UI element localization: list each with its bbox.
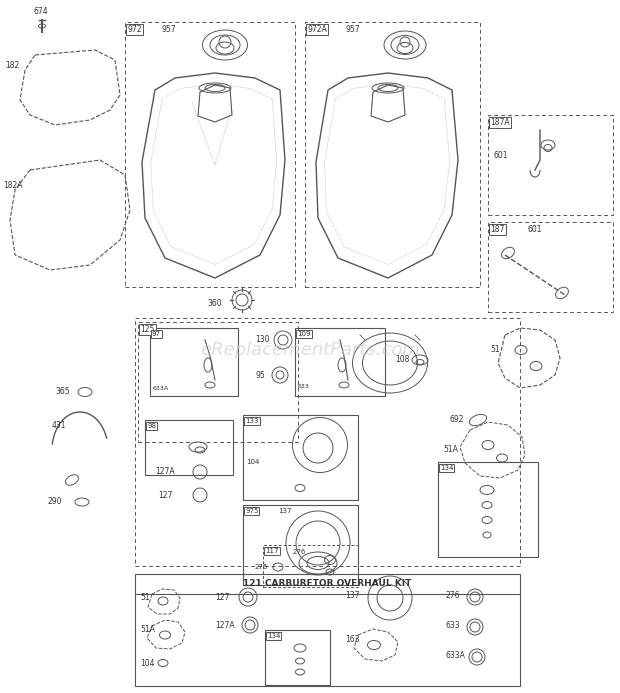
Text: 137: 137 — [345, 590, 360, 599]
Text: 276: 276 — [293, 549, 306, 555]
Text: 51: 51 — [490, 346, 500, 355]
Text: 127: 127 — [215, 593, 229, 602]
Text: 127A: 127A — [215, 620, 234, 629]
Circle shape — [377, 585, 403, 611]
Circle shape — [296, 521, 340, 565]
Bar — [263, 545, 358, 587]
Text: 692: 692 — [450, 416, 464, 425]
Bar — [138, 322, 298, 442]
Text: 674: 674 — [33, 8, 48, 17]
Text: 108: 108 — [395, 356, 409, 365]
Text: 163: 163 — [345, 635, 360, 644]
Bar — [243, 415, 358, 500]
Circle shape — [278, 335, 288, 345]
Text: 127: 127 — [158, 491, 172, 500]
Text: 182A: 182A — [3, 180, 22, 189]
Text: 957: 957 — [345, 26, 360, 35]
Bar — [488, 222, 613, 312]
Bar — [135, 318, 520, 566]
Text: 51A: 51A — [443, 446, 458, 455]
Bar — [305, 22, 480, 287]
Text: 117: 117 — [265, 548, 278, 554]
Circle shape — [470, 622, 480, 632]
Text: 276: 276 — [255, 564, 268, 570]
Text: 431: 431 — [52, 421, 66, 430]
Text: 276: 276 — [445, 590, 459, 599]
Text: 290: 290 — [48, 498, 63, 507]
Text: 633: 633 — [298, 385, 310, 389]
Circle shape — [245, 620, 255, 630]
Text: 125: 125 — [140, 325, 154, 334]
Text: 127A: 127A — [155, 468, 175, 477]
Text: 98: 98 — [147, 423, 156, 429]
Text: 182: 182 — [5, 60, 19, 69]
Bar — [438, 462, 538, 557]
Text: 137: 137 — [278, 508, 291, 514]
Bar — [135, 574, 520, 686]
Circle shape — [472, 652, 482, 662]
Bar — [295, 328, 385, 396]
Text: 365: 365 — [55, 387, 69, 396]
Circle shape — [276, 371, 284, 379]
Text: 601: 601 — [493, 150, 508, 159]
Circle shape — [236, 294, 248, 306]
Text: 133: 133 — [245, 418, 259, 424]
Text: 633A: 633A — [153, 385, 169, 390]
Text: 134: 134 — [267, 633, 280, 639]
Text: 633: 633 — [445, 620, 459, 629]
Text: 633A: 633A — [445, 651, 465, 660]
Text: 51: 51 — [140, 593, 149, 602]
Text: 601: 601 — [527, 225, 541, 234]
Bar — [243, 505, 358, 585]
Bar — [150, 328, 238, 396]
Text: 109: 109 — [297, 331, 311, 337]
Bar — [488, 115, 613, 215]
Text: 134: 134 — [440, 465, 453, 471]
Text: 104: 104 — [246, 459, 259, 465]
Circle shape — [243, 592, 253, 602]
Circle shape — [470, 592, 480, 602]
Text: 104: 104 — [140, 658, 154, 667]
Text: 360: 360 — [207, 299, 221, 308]
Text: eReplacementParts.com: eReplacementParts.com — [200, 341, 420, 359]
Text: 95: 95 — [256, 371, 266, 380]
Text: 130: 130 — [255, 335, 270, 344]
Text: 187: 187 — [490, 225, 505, 234]
Text: 957: 957 — [162, 26, 177, 35]
Text: 975: 975 — [245, 508, 259, 514]
Text: 187A: 187A — [490, 118, 510, 127]
Bar — [265, 630, 330, 685]
Text: 121 CARBURETOR OVERHAUL KIT: 121 CARBURETOR OVERHAUL KIT — [243, 579, 412, 588]
Text: 51A: 51A — [140, 626, 155, 635]
Text: 97: 97 — [152, 331, 161, 337]
Polygon shape — [198, 85, 232, 122]
Bar — [125, 22, 295, 287]
Bar — [145, 420, 233, 475]
Text: 972A: 972A — [307, 25, 327, 34]
Polygon shape — [371, 85, 405, 122]
Text: 972: 972 — [127, 25, 141, 34]
